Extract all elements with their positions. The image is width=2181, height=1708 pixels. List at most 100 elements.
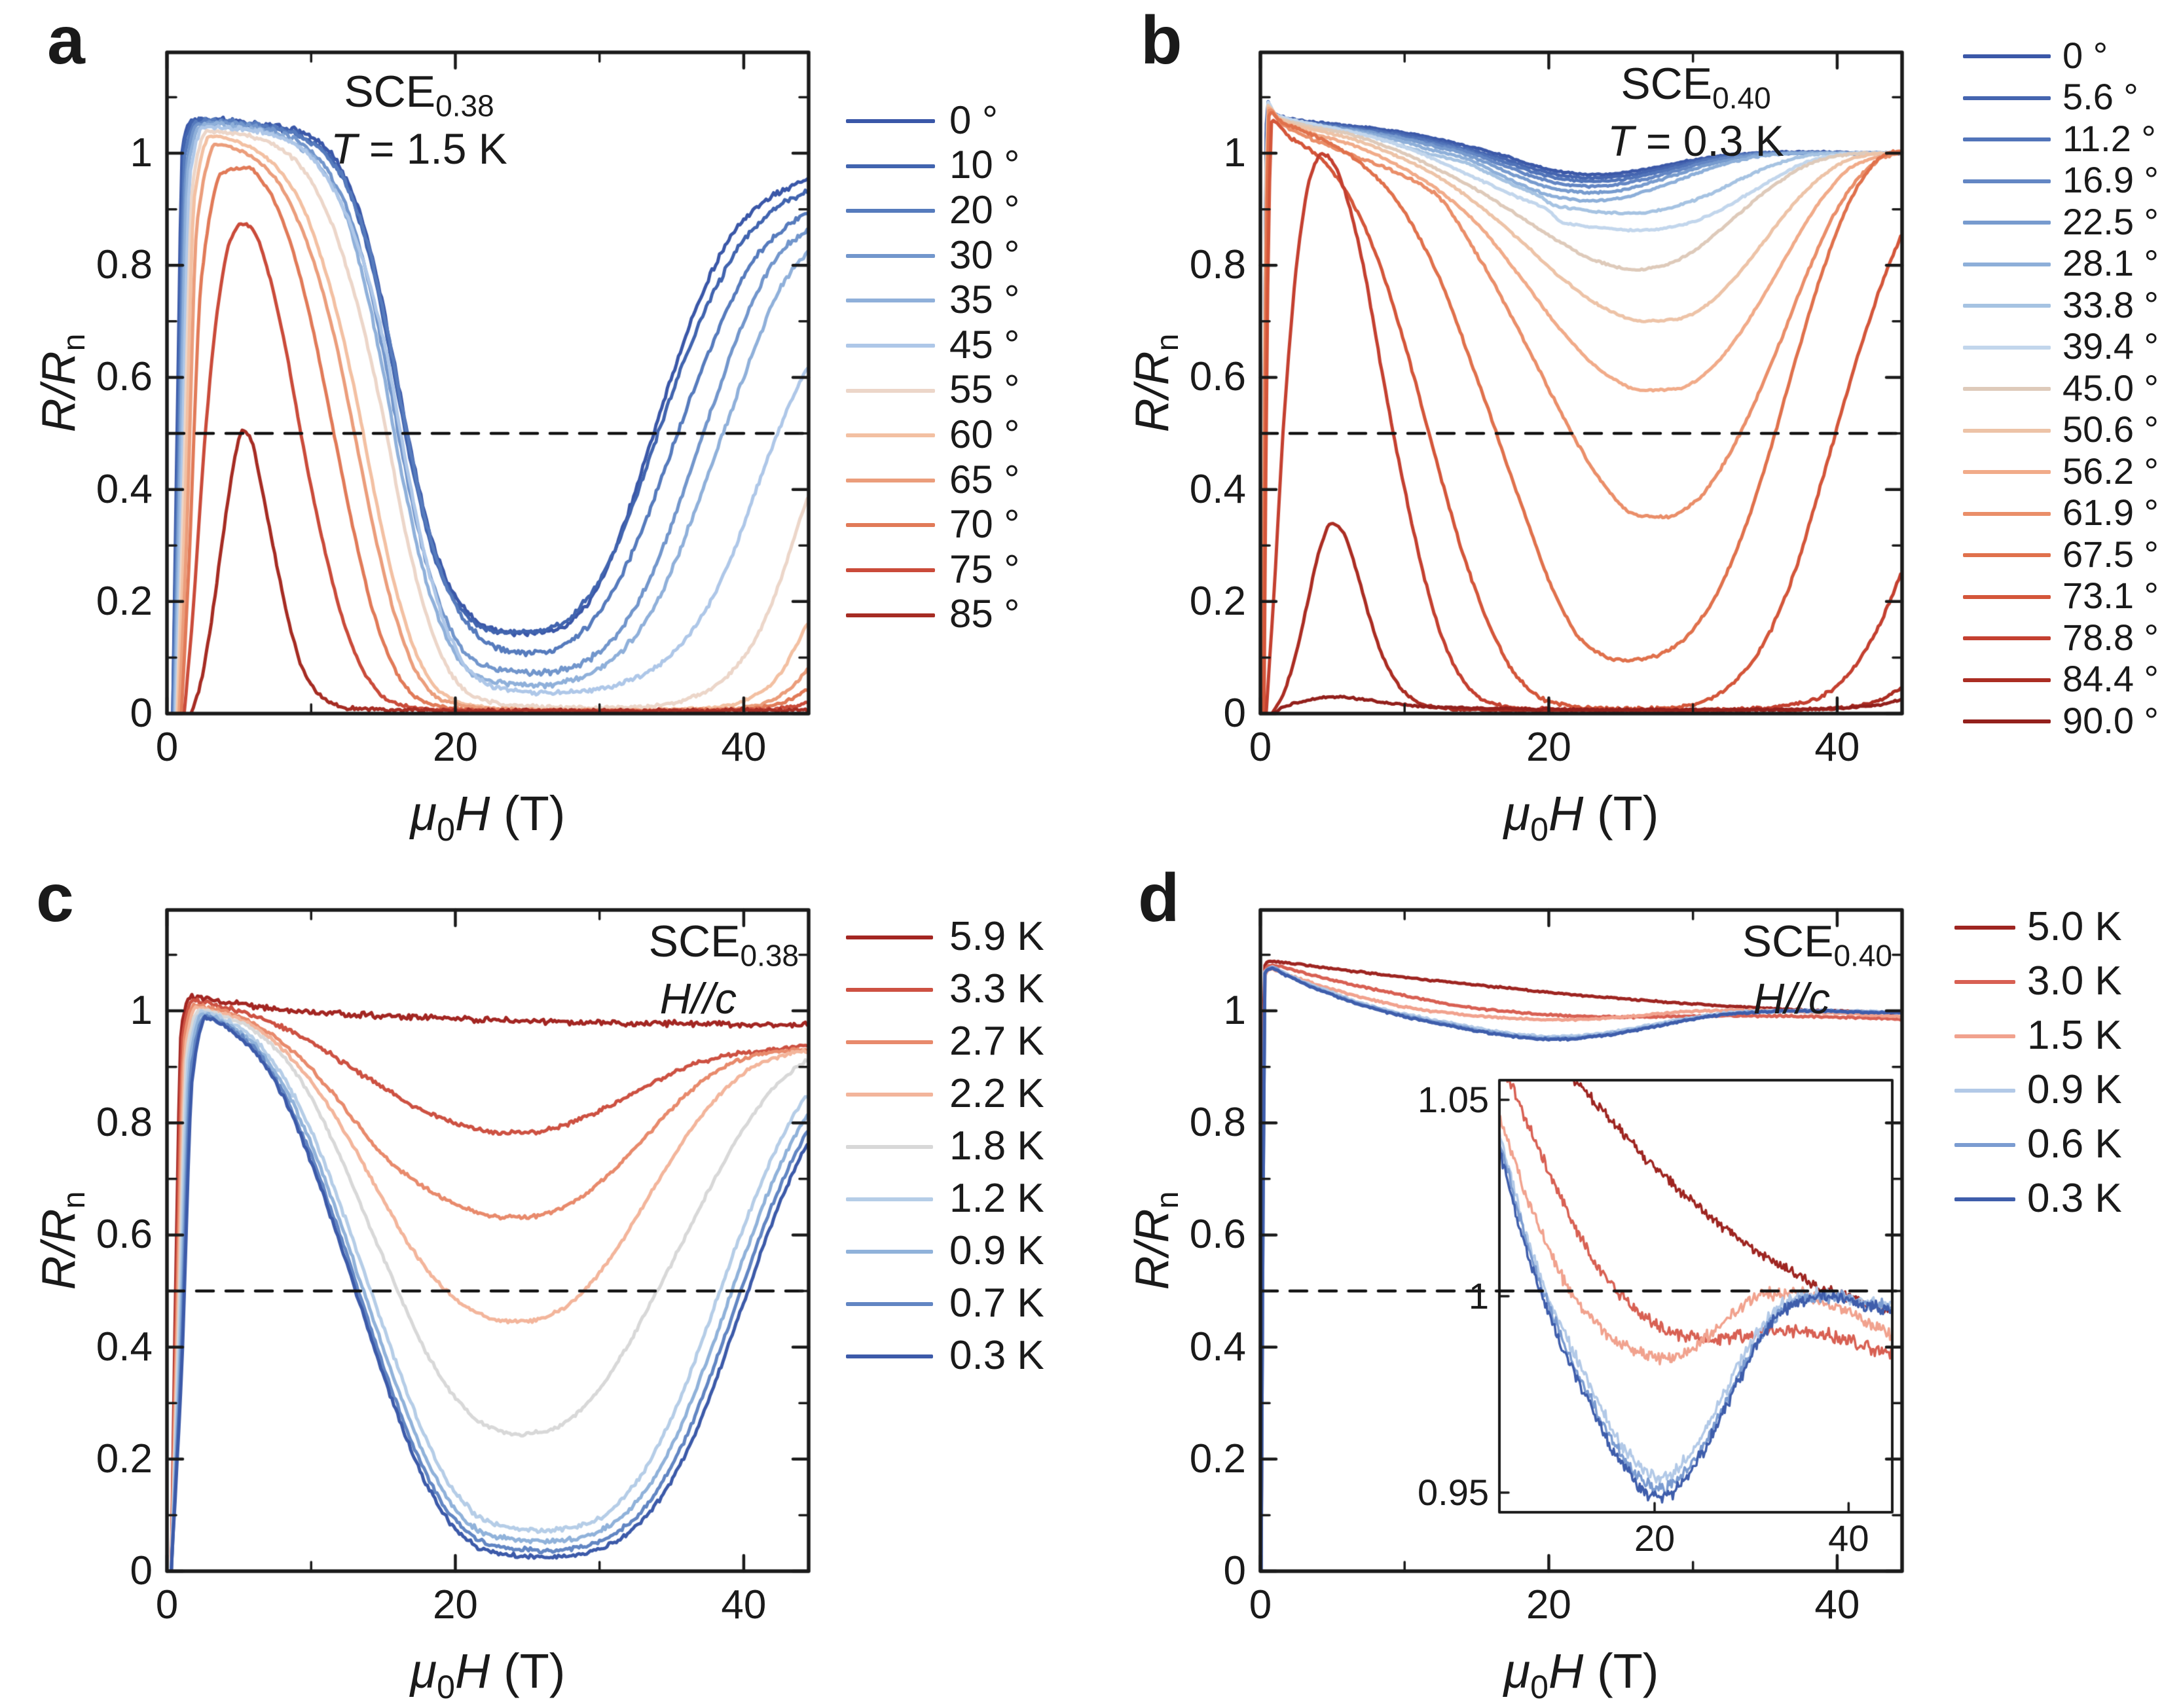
legend-line-swatch [1954, 926, 2015, 930]
x-tick-label: 20 [1526, 725, 1571, 770]
legend-line-swatch [1954, 1197, 2015, 1201]
y-tick-label: 0 [130, 691, 153, 736]
inset-x-tick-label: 40 [1828, 1517, 1869, 1559]
legend-entry-label: 2.7 K [949, 1018, 1044, 1064]
legend-line-swatch [1963, 262, 2051, 266]
panel-letter-b: b [1141, 3, 1182, 79]
y-tick-label: 0.8 [96, 1100, 153, 1146]
legend-entry-label: 20 ° [949, 188, 1020, 232]
legend-entry-label: 90.0 ° [2062, 699, 2159, 741]
y-axis-label: R/Rn [1126, 333, 1186, 433]
legend-entry-label: 16.9 ° [2062, 159, 2159, 201]
y-tick-label: 1 [1223, 988, 1246, 1034]
y-tick-label: 1 [130, 988, 153, 1034]
y-tick-label: 0.6 [96, 1212, 153, 1258]
legend-line-swatch [846, 299, 935, 303]
legend-line-swatch [846, 164, 935, 168]
legend-entry-label: 3.0 K [2027, 958, 2122, 1004]
legend-entry-label: 60 ° [949, 412, 1020, 456]
x-axis-label: μ0H (T) [410, 786, 566, 848]
panel-d-title: SCE0.40 H//c [1617, 915, 1892, 1025]
legend-line-swatch [1963, 179, 2051, 183]
legend-line-swatch [1963, 304, 2051, 308]
x-tick-label: 20 [432, 1582, 478, 1627]
legend-entry-label: 56.2 ° [2062, 450, 2159, 492]
x-tick-label: 0 [1249, 1582, 1272, 1627]
legend-entry-label: 28.1 ° [2062, 242, 2159, 284]
legend-entry-label: 61.9 ° [2062, 492, 2159, 534]
panel-letter-c: c [36, 860, 74, 936]
legend-entry-label: 10 ° [949, 143, 1020, 187]
panel-b-title: SCE0.40 T = 0.3 K [1526, 58, 1866, 167]
legend-entry-label: 65 ° [949, 457, 1020, 501]
condition-label: T = 1.5 K [331, 124, 507, 173]
legend-line-swatch [1963, 594, 2051, 599]
legend-entry-label: 5.0 K [2027, 903, 2122, 949]
y-tick-label: 0.4 [96, 466, 153, 512]
legend-line-swatch [846, 1302, 933, 1306]
y-tick-label: 0 [1223, 691, 1246, 736]
y-axis-label: R/Rn [32, 1191, 92, 1290]
legend-line-swatch [1963, 511, 2051, 516]
panel-a-title: SCE0.38 T = 1.5 K [249, 65, 589, 175]
legend-line-swatch [1963, 470, 2051, 474]
y-tick-label: 0.2 [1189, 578, 1246, 624]
legend-line-swatch [1963, 96, 2051, 100]
legend-line-swatch [846, 988, 933, 992]
legend-entry-label: 0.3 K [949, 1332, 1044, 1378]
sample-name: SCE0.38 [648, 917, 799, 973]
legend-line-swatch [1963, 428, 2051, 433]
legend-line-swatch [846, 119, 935, 123]
legend-line-swatch [1963, 719, 2051, 723]
inset-x-tick-label: 20 [1634, 1517, 1676, 1559]
legend-line-swatch [846, 1040, 933, 1044]
legend-entry-label: 1.5 K [2027, 1012, 2122, 1058]
y-tick-label: 0.2 [1189, 1436, 1246, 1481]
legend-line-swatch [1963, 54, 2051, 58]
legend-entry-label: 3.3 K [949, 966, 1044, 1011]
legend-line-swatch [846, 478, 935, 482]
sample-name: SCE0.40 [1621, 59, 1771, 115]
legend-line-swatch [846, 253, 935, 258]
legend-entry-label: 33.8 ° [2062, 283, 2159, 325]
legend-entry-label: 45 ° [949, 322, 1020, 367]
legend-entry-label: 75 ° [949, 547, 1020, 591]
x-tick-label: 40 [1814, 725, 1860, 770]
y-tick-label: 0.8 [1189, 1100, 1246, 1146]
legend-entry-label: 50.6 ° [2062, 409, 2159, 450]
legend-line-swatch [846, 433, 935, 438]
legend-line-swatch [846, 613, 935, 617]
legend-line-swatch [846, 936, 933, 939]
legend-line-swatch [846, 1093, 933, 1097]
legend-entry-label: 78.8 ° [2062, 616, 2159, 658]
legend-entry-label: 0 ° [949, 98, 999, 142]
x-tick-label: 40 [721, 1582, 767, 1627]
sample-name: SCE0.40 [1742, 917, 1892, 973]
y-tick-label: 0 [1223, 1548, 1246, 1593]
legend-entry-label: 73.1 ° [2062, 575, 2159, 617]
legend-line-swatch [1963, 636, 2051, 640]
x-axis-label: μ0H (T) [410, 1644, 566, 1705]
legend-entry-label: 0.6 K [2027, 1121, 2122, 1167]
legend-line-swatch [1963, 387, 2051, 391]
legend-entry-label: 0 ° [2062, 34, 2108, 76]
legend-entry-label: 30 ° [949, 232, 1020, 277]
x-axis-label: μ0H (T) [1503, 786, 1659, 848]
panel-letter-d: d [1138, 860, 1180, 936]
x-tick-label: 20 [1526, 1582, 1571, 1627]
legend-entry-label: 0.9 K [2027, 1066, 2122, 1112]
legend-entry-label: 1.8 K [949, 1123, 1044, 1169]
y-tick-label: 0.8 [96, 242, 153, 288]
y-tick-label: 0 [130, 1548, 153, 1593]
legend-line-swatch [846, 388, 935, 393]
inset-y-tick-label: 0.95 [1418, 1472, 1489, 1513]
y-tick-label: 0.4 [96, 1324, 153, 1370]
y-axis-label: R/Rn [32, 333, 92, 433]
y-tick-label: 0.6 [96, 354, 153, 400]
legend-line-swatch [1963, 678, 2051, 682]
legend-line-swatch [1963, 345, 2051, 350]
y-tick-label: 0.6 [1189, 1212, 1246, 1258]
legend-entry-label: 5.9 K [949, 913, 1044, 959]
